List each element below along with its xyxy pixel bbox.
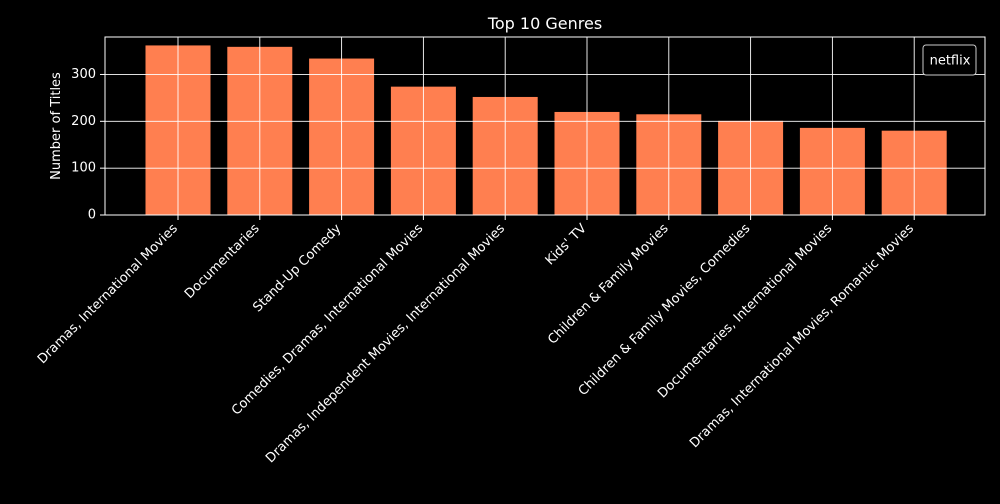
axes <box>100 36 986 220</box>
plot-frame <box>104 36 986 216</box>
y-tick-label-200: 200 <box>71 114 96 129</box>
legend-entry: netflix <box>930 54 971 69</box>
y-tick-label-300: 300 <box>71 67 96 82</box>
chart-title: Top 10 Genres <box>487 14 602 33</box>
legend: netflix <box>922 44 977 76</box>
y-axis-label: Number of Titles <box>49 72 64 180</box>
y-tick-label-0: 0 <box>88 208 96 223</box>
legend-box <box>922 44 977 76</box>
y-tick-label-100: 100 <box>71 161 96 176</box>
